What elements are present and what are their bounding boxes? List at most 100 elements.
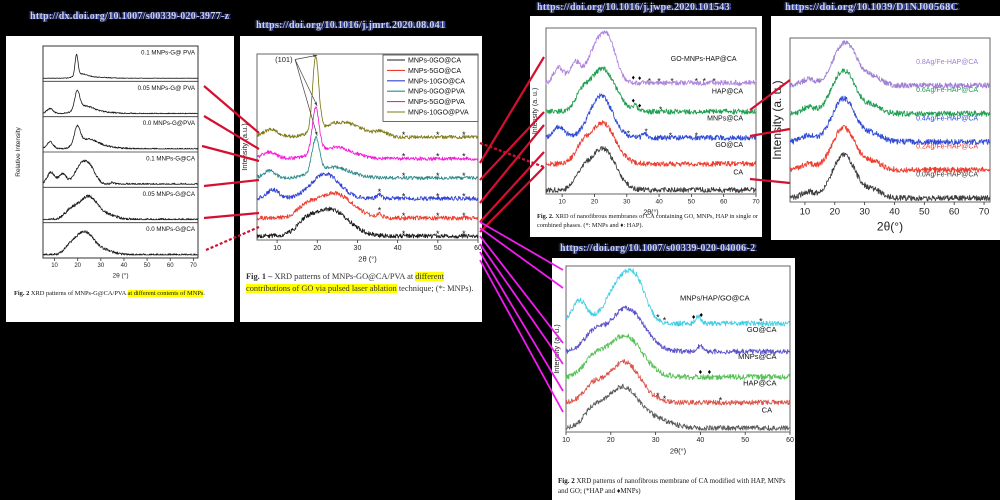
- doi-link-1[interactable]: http://dx.doi.org/10.1007/s00339-020-397…: [30, 11, 230, 22]
- svg-text:*: *: [402, 211, 406, 221]
- xrd-chart-middle: 10 20 30 40 50 60 2θ (°) Intensity (a.u.) * * * * * *…: [240, 40, 482, 273]
- svg-text:60: 60: [720, 199, 728, 206]
- svg-text:70: 70: [752, 199, 760, 206]
- svg-text:0.05 MNPs-G@CA: 0.05 MNPs-G@CA: [143, 191, 196, 198]
- svg-text:GO@CA: GO@CA: [715, 142, 743, 149]
- svg-text:MNPs-10GO@PVA: MNPs-10GO@PVA: [408, 110, 469, 117]
- caption-segment: XRD patterns of MNPs-GO@CA/PVA at: [274, 272, 416, 281]
- svg-text:♦: ♦: [699, 369, 703, 376]
- magenta-connector-line: [479, 227, 564, 289]
- svg-text:*: *: [436, 130, 440, 140]
- doi-link-4[interactable]: https://doi.org/10.1039/D1NJ00568C: [785, 2, 959, 13]
- svg-text:40: 40: [655, 199, 663, 206]
- doi-link-5[interactable]: https://doi.org/10.1007/s00339-020-04006…: [560, 243, 756, 254]
- svg-text:HAP@CA: HAP@CA: [712, 88, 744, 95]
- svg-text:Intensity (a. u.): Intensity (a. u.): [532, 88, 539, 134]
- doi-link-3[interactable]: https://doi.org/10.1016/j.jwpe.2020.1015…: [537, 2, 730, 13]
- xrd-chart-jwpe: 10 20 30 40 50 60 70 2θ(°) Intensity (a. u.) CA GO…: [532, 20, 760, 221]
- caption-segment: Fig. 2.: [537, 213, 554, 220]
- svg-text:MNPs-5GO@PVA: MNPs-5GO@PVA: [408, 99, 465, 106]
- magenta-connector-line: [479, 235, 564, 344]
- svg-text:*: *: [670, 76, 674, 86]
- svg-text:2θ(°): 2θ(°): [643, 209, 658, 217]
- svg-text:*: *: [402, 191, 406, 201]
- svg-text:60: 60: [786, 437, 794, 444]
- svg-text:0.1 MNPs-G@CA: 0.1 MNPs-G@CA: [146, 156, 196, 163]
- svg-text:50: 50: [434, 245, 442, 252]
- svg-text:♦: ♦: [632, 75, 636, 82]
- svg-text:*: *: [627, 128, 631, 138]
- svg-text:30: 30: [623, 199, 631, 206]
- svg-text:♦: ♦: [708, 369, 712, 376]
- svg-text:50: 50: [144, 263, 151, 269]
- svg-text:10: 10: [800, 207, 811, 218]
- svg-text:40: 40: [697, 437, 705, 444]
- svg-text:2θ (°): 2θ (°): [113, 272, 129, 280]
- svg-text:*: *: [402, 152, 406, 162]
- svg-text:10: 10: [51, 263, 58, 269]
- svg-text:♦: ♦: [638, 75, 642, 82]
- svg-text:*: *: [703, 76, 707, 86]
- svg-text:*: *: [712, 76, 716, 86]
- caption-segment: XRD of nanofibrous membranes of CA conta…: [537, 213, 758, 229]
- svg-text:*: *: [378, 187, 382, 197]
- svg-text:*: *: [695, 76, 699, 86]
- figure-caption-jwpe: Fig. 2. XRD of nanofibrous membranes of …: [537, 213, 758, 230]
- svg-text:70: 70: [979, 207, 990, 218]
- svg-text:*: *: [402, 229, 406, 239]
- svg-text:0.6Ag/Fe-HAP@CA: 0.6Ag/Fe-HAP@CA: [916, 87, 978, 94]
- svg-text:40: 40: [889, 207, 900, 218]
- svg-text:60: 60: [167, 263, 174, 269]
- svg-text:*: *: [656, 391, 660, 401]
- caption-segment: Fig. 2: [558, 477, 575, 485]
- svg-text:*: *: [759, 317, 763, 327]
- svg-text:30: 30: [859, 207, 870, 218]
- svg-text:60: 60: [474, 245, 482, 252]
- svg-text:*: *: [436, 229, 440, 239]
- svg-text:*: *: [436, 191, 440, 201]
- svg-text:50: 50: [919, 207, 930, 218]
- svg-text:20: 20: [74, 263, 81, 269]
- xrd-mid-svg: 10 20 30 40 50 60 2θ (°) Intensity (a.u.) * * * * * *…: [240, 53, 482, 264]
- figure-caption-left: Fig. 2 XRD patterns of MNPs-G@CA/PVA at …: [14, 290, 222, 299]
- svg-text:GO-MNPs-HAP@CA: GO-MNPs-HAP@CA: [671, 56, 737, 63]
- svg-text:20: 20: [313, 245, 321, 252]
- xrd-stacked-left-svg: 10 20 30 40 50 60 70 2θ (°) Relative Intensity 0.…: [15, 45, 199, 280]
- svg-text:20: 20: [607, 437, 615, 444]
- xrd-jwpe-svg: 10 20 30 40 50 60 70 2θ(°) Intensity (a. u.) CA GO…: [532, 27, 760, 217]
- xrd-agfe-svg: 10 20 30 40 50 60 70 2θ(°) Intensity (a. u.) 0.0A…: [770, 37, 991, 234]
- caption-segment: at different contents of MNPs: [127, 290, 204, 297]
- svg-text:0.4Ag/Fe-HAP@CA: 0.4Ag/Fe-HAP@CA: [916, 115, 978, 122]
- svg-text:MNPs@CA: MNPs@CA: [738, 352, 776, 361]
- svg-text:0.0 MNPs-G@PVA: 0.0 MNPs-G@PVA: [143, 120, 196, 127]
- svg-text:HAP@CA: HAP@CA: [743, 379, 776, 388]
- svg-text:CA: CA: [733, 169, 743, 176]
- svg-text:*: *: [462, 171, 466, 181]
- svg-text:10: 10: [559, 199, 567, 206]
- doi-link-2[interactable]: https://doi.org/10.1016/j.jmrt.2020.08.0…: [256, 20, 446, 31]
- svg-text:30: 30: [97, 263, 104, 269]
- svg-text:2θ (°): 2θ (°): [358, 255, 377, 264]
- caption-segment: XRD patterns of nanofibrous membrane of …: [558, 477, 786, 495]
- svg-text:*: *: [462, 152, 466, 162]
- svg-text:Intensity (a.u.): Intensity (a.u.): [240, 123, 249, 171]
- xrd-chart-bottom: 10 20 30 40 50 60 2θ(°) Intensity (a. u.) CA * * * H…: [552, 262, 794, 481]
- svg-text:0.0 MNPs-G@CA: 0.0 MNPs-G@CA: [146, 226, 196, 233]
- svg-text:*: *: [644, 127, 648, 137]
- svg-text:10: 10: [562, 437, 570, 444]
- svg-text:*: *: [436, 152, 440, 162]
- paper-panel-bottom-right: [552, 258, 795, 500]
- svg-text:40: 40: [121, 263, 128, 269]
- svg-text:*: *: [462, 191, 466, 201]
- svg-text:MNPs/HAP/GO@CA: MNPs/HAP/GO@CA: [680, 294, 750, 303]
- svg-text:2θ(°): 2θ(°): [670, 447, 687, 456]
- svg-text:*: *: [402, 171, 406, 181]
- paper-panel-top-right-1: [530, 16, 762, 237]
- svg-text:20: 20: [591, 199, 599, 206]
- svg-text:10: 10: [273, 245, 281, 252]
- svg-text:CA: CA: [762, 406, 772, 415]
- caption-segment: technique; (*: MNPs).: [396, 283, 474, 293]
- svg-text:*: *: [436, 211, 440, 221]
